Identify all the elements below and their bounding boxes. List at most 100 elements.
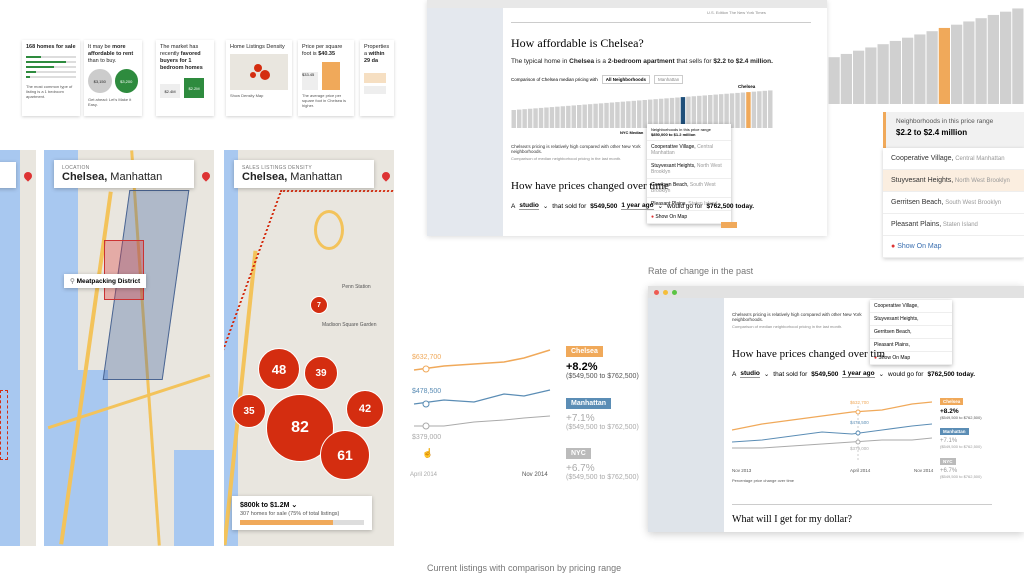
histogram-bar [522, 109, 527, 128]
card-properties[interactable]: Properties a within 29 da [360, 40, 394, 116]
histogram-bar [987, 14, 999, 104]
density-card[interactable]: SALES LISTINGS DENSITY Chelsea, Manhatta… [234, 160, 374, 188]
section-heading: What will I get for my dollar? [732, 514, 852, 525]
histogram-bar [516, 109, 522, 128]
pricing-paragraph: Chelsea's pricing is relatively high com… [511, 144, 641, 154]
chevron-down-icon: ⌄ [763, 371, 770, 378]
map-pin-icon [380, 170, 392, 182]
price-line-chart [413, 349, 551, 430]
neighborhood-popover[interactable]: Cooperative Village, Stuyvesant Heights,… [870, 300, 952, 365]
neighborhood-popover[interactable]: Neighborhoods in this price range $850,00… [647, 124, 731, 224]
chevron-down-icon: ⌄ [542, 203, 549, 210]
density-bubble[interactable]: 48 [258, 348, 300, 390]
bar-row [26, 56, 76, 58]
card-bar [364, 86, 386, 94]
show-on-map-link[interactable]: ● Show On Map [647, 211, 731, 224]
close-icon[interactable] [654, 289, 659, 295]
card-rent-vs-buy[interactable]: It may be more affordable to rent than t… [84, 40, 142, 116]
location-card[interactable]: LOCATION Chelsea, Manhattan [54, 160, 194, 188]
price-histogram [511, 90, 773, 128]
density-title: Chelsea, Manhattan [242, 171, 343, 183]
show-on-map-link[interactable]: ● Show On Map [883, 236, 1024, 258]
neighborhood-item[interactable]: Stuyvesant Heights, [870, 313, 952, 326]
density-bubble[interactable]: 39 [304, 356, 338, 390]
density-bubble[interactable]: 7 [310, 296, 328, 314]
histogram-bar [746, 92, 751, 128]
histogram-bar [686, 96, 691, 128]
density-link[interactable]: Show Density Map [230, 93, 264, 98]
pricing-paragraph: Chelsea's pricing is relatively high com… [732, 312, 862, 322]
value-manhattan-start: $478,500 [412, 388, 442, 395]
home-type-dropdown[interactable]: studio [519, 202, 539, 210]
period-dropdown[interactable]: 1 year ago [842, 370, 875, 378]
neighborhood-item-hover[interactable]: Stuyvesant Heights, North West Brooklyn [883, 170, 1024, 192]
section-heading: How affordable is Chelsea? [511, 36, 644, 50]
neighborhood-item[interactable]: Gerritsen Beach, [870, 326, 952, 339]
bedroom-breakdown [26, 56, 76, 78]
neighborhood-item[interactable]: Cooperative Village, Central Manhattan [647, 141, 731, 160]
period-dropdown[interactable]: 1 year ago [621, 202, 654, 210]
histogram-zoom [828, 8, 1024, 104]
neighborhood-list[interactable]: Cooperative Village, Central Manhattan S… [883, 148, 1024, 258]
card-bar [364, 73, 386, 83]
mini-line-chart [732, 401, 932, 460]
neighborhood-item[interactable]: Pleasant Plains, Staten Island [883, 214, 1024, 236]
histogram-bar [555, 106, 560, 128]
density-bubble[interactable]: 82 [266, 394, 334, 462]
toggle-all[interactable]: All Neighborhoods [601, 75, 651, 84]
map-panel-partial[interactable] [0, 150, 36, 546]
article-window-bottom[interactable]: Chelsea's pricing is relatively high com… [648, 286, 1024, 532]
price-range-sub: 307 homes for sale (75% of total listing… [240, 511, 340, 517]
histogram-bar [963, 21, 975, 104]
price-box-new: $2.2M [184, 78, 204, 98]
neighborhood-item[interactable]: Cooperative Village, [870, 300, 952, 313]
card-foot: The average price per square foot in Che… [302, 93, 347, 108]
histogram-bar [538, 107, 544, 128]
minimize-icon[interactable] [663, 289, 668, 295]
x-label-end: Nov 2014 [522, 472, 548, 478]
section-heading: How have prices changed over tim [732, 348, 886, 360]
edition-header: U.S. Edition The New York Times [707, 10, 766, 15]
histogram-bar [680, 97, 686, 128]
sqft-bar-avg: $33.45 [302, 72, 318, 90]
neighborhood-item[interactable]: Cooperative Village, Central Manhattan [883, 148, 1024, 170]
show-on-map-link[interactable]: ● Show On Map [870, 352, 952, 365]
histogram-bar [631, 100, 637, 128]
neighborhood-item[interactable]: Stuyvesant Heights, North West Brooklyn [647, 160, 731, 179]
article-window-top[interactable]: U.S. Edition The New York Times How affo… [427, 0, 827, 236]
location-map[interactable]: LOCATION Chelsea, Manhattan ⚲ Meatpackin… [44, 150, 214, 546]
toggle-manhattan[interactable]: Manhattan [654, 75, 684, 84]
density-map[interactable]: SALES LISTINGS DENSITY Chelsea, Manhatta… [224, 150, 394, 546]
histogram-bar [877, 44, 889, 104]
neighborhood-item[interactable]: Gerritsen Beach, South West Brooklyn [647, 179, 731, 198]
density-bubble[interactable]: 35 [232, 394, 266, 428]
caption-current-listings: Current listings with comparison by pric… [427, 563, 622, 573]
histogram-bar [593, 103, 598, 128]
density-bubble[interactable]: 61 [320, 430, 370, 480]
value-chelsea: $632,700 [850, 400, 869, 405]
histogram-bar [713, 94, 718, 128]
home-type-dropdown[interactable]: studio [740, 370, 760, 378]
card-market-favor[interactable]: The market has recently favored buyers f… [156, 40, 214, 116]
density-bubble[interactable]: 42 [346, 390, 384, 428]
sqft-bars: $33.45 [302, 62, 350, 90]
card-density[interactable]: Home Listings Density Show Density Map [226, 40, 292, 116]
card-homes-for-sale[interactable]: 168 homes for sale The most common type … [22, 40, 80, 116]
meatpacking-label[interactable]: ⚲ Meatpacking District [64, 274, 147, 288]
histogram-bar [642, 100, 647, 128]
neighborhood-item[interactable]: Pleasant Plains, [870, 339, 952, 352]
histogram-bar [697, 95, 702, 128]
histogram-bar [751, 91, 757, 128]
histogram-bar [757, 91, 762, 128]
neighborhood-item[interactable]: Pleasant Plains, Staten Island [647, 198, 731, 211]
price-range-selector[interactable]: $800k to $1.2M ⌄ 307 homes for sale (75%… [232, 496, 372, 530]
price-boxes: $2.4M $2.2M [160, 78, 210, 98]
chevron-down-icon: ⌄ [878, 371, 885, 378]
histogram-bar [549, 107, 555, 128]
mortgage-circle: $3,200 [114, 69, 138, 93]
price-range-dropdown[interactable]: $800k to $1.2M ⌄ [240, 502, 298, 509]
neighborhood-item[interactable]: Gerritsen Beach, South West Brooklyn [883, 192, 1024, 214]
card-price-sqft[interactable]: Price per square foot is $40.35 $33.45 T… [298, 40, 354, 116]
card-title: Home Listings Density [230, 44, 285, 50]
maximize-icon[interactable] [672, 289, 677, 295]
